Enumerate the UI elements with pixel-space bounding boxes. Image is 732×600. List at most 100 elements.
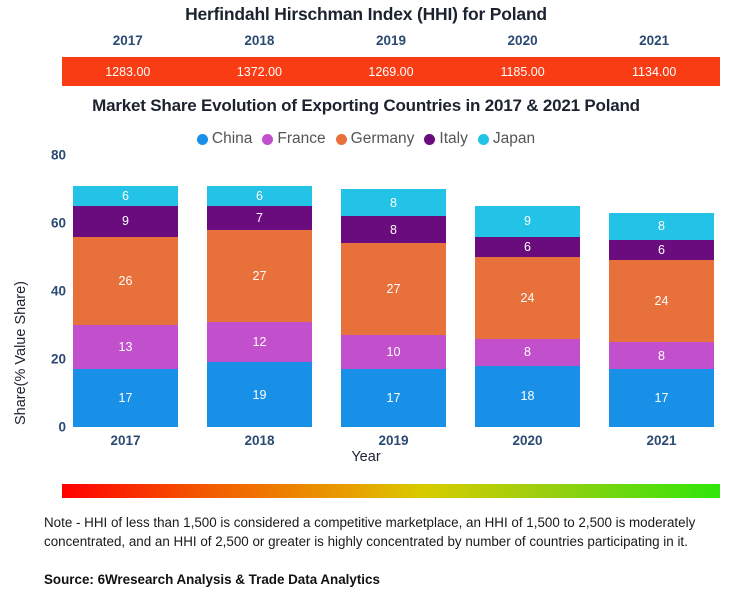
hhi-value: 1185.00 bbox=[500, 64, 545, 79]
bar-segment-japan[interactable]: 9 bbox=[475, 206, 580, 237]
y-axis-tick-label: 80 bbox=[50, 147, 66, 163]
bar-segment-japan[interactable]: 6 bbox=[73, 185, 178, 207]
bar-segment-japan[interactable]: 8 bbox=[609, 212, 714, 241]
legend-label: France bbox=[277, 130, 326, 147]
bar-segment-italy[interactable]: 7 bbox=[207, 206, 312, 230]
x-axis-title: Year bbox=[351, 449, 381, 465]
source-text: Source: 6Wresearch Analysis & Trade Data… bbox=[44, 572, 380, 587]
chart-plot-area: Share(% Value Share) 0 20 40 60 80 17 13 26 9 6 1… bbox=[0, 148, 732, 455]
hhi-value: 1372.00 bbox=[236, 64, 282, 79]
bar-column[interactable]: 18 8 24 6 9 bbox=[475, 206, 580, 427]
legend-label: Italy bbox=[439, 130, 468, 147]
bar-segment-germany[interactable]: 24 bbox=[609, 260, 714, 343]
bar-segment-value: 6 bbox=[524, 239, 531, 254]
bar-segment-germany[interactable]: 24 bbox=[475, 257, 580, 339]
bar-segment-value: 19 bbox=[252, 387, 267, 402]
y-axis-ticks: 0 20 40 60 80 bbox=[22, 148, 66, 455]
y-axis-tick-label: 20 bbox=[50, 351, 66, 367]
chart-title: Market Share Evolution of Exporting Coun… bbox=[92, 96, 640, 115]
bar-segment-value: 8 bbox=[658, 348, 665, 363]
hhi-value: 1283.00 bbox=[105, 64, 151, 79]
legend-item-italy[interactable]: Italy bbox=[424, 130, 468, 148]
bar-segment-value: 9 bbox=[122, 214, 129, 229]
x-axis-tick-label: 2019 bbox=[378, 433, 409, 448]
bar-segment-france[interactable]: 13 bbox=[73, 325, 178, 370]
bar-column[interactable]: 17 13 26 9 6 bbox=[73, 185, 178, 427]
legend-item-japan[interactable]: Japan bbox=[477, 130, 536, 148]
bar-segment-value: 9 bbox=[524, 214, 531, 229]
bar-segment-value: 17 bbox=[118, 391, 133, 406]
hhi-title: Herfindahl Hirschman Index (HHI) for Pol… bbox=[185, 4, 547, 24]
bar-segment-france[interactable]: 10 bbox=[341, 335, 446, 370]
bar-segment-value: 18 bbox=[520, 389, 535, 404]
bar-column[interactable]: 17 8 24 6 8 bbox=[609, 212, 714, 427]
legend-swatch-icon bbox=[477, 133, 489, 145]
bar-column[interactable]: 17 10 27 8 8 bbox=[341, 189, 446, 427]
hhi-value: 1134.00 bbox=[632, 64, 677, 79]
legend-label: China bbox=[211, 130, 253, 147]
bar-segment-value: 8 bbox=[390, 195, 397, 210]
footnote-text: Note - HHI of less than 1,500 is conside… bbox=[44, 515, 696, 550]
bar-segment-italy[interactable]: 8 bbox=[341, 216, 446, 244]
y-axis-tick-label: 0 bbox=[58, 419, 66, 435]
legend-label: Germany bbox=[350, 130, 415, 147]
bar-segment-value: 24 bbox=[520, 290, 535, 305]
bar-segment-france[interactable]: 8 bbox=[609, 342, 714, 370]
bar-segment-value: 8 bbox=[658, 219, 665, 234]
hhi-year-label: 2017 bbox=[112, 33, 143, 48]
bar-segment-china[interactable]: 17 bbox=[73, 369, 178, 427]
y-axis-tick-label: 60 bbox=[50, 215, 66, 231]
bar-segment-germany[interactable]: 27 bbox=[207, 229, 312, 322]
bar-segment-value: 6 bbox=[256, 188, 263, 203]
hhi-value: 1269.00 bbox=[368, 64, 414, 79]
stacked-bars: 17 13 26 9 6 19 12 27 7 6 17 10 27 8 8 18 8 24 6 9 17 8 24 6 8 bbox=[73, 155, 721, 427]
chart-legend: China France Germany Italy Japan bbox=[0, 130, 732, 148]
bar-segment-germany[interactable]: 26 bbox=[73, 236, 178, 326]
legend-label: Japan bbox=[492, 130, 536, 147]
legend-item-france[interactable]: France bbox=[262, 130, 326, 148]
x-axis-tick-label: 2021 bbox=[646, 433, 677, 448]
bar-segment-value: 10 bbox=[386, 345, 401, 360]
legend-swatch-icon bbox=[424, 133, 436, 145]
x-axis-tick-label: 2017 bbox=[110, 433, 141, 448]
bar-segment-france[interactable]: 12 bbox=[207, 321, 312, 363]
bar-segment-value: 7 bbox=[256, 210, 263, 225]
bar-segment-value: 6 bbox=[658, 243, 665, 258]
bar-segment-japan[interactable]: 6 bbox=[207, 185, 312, 207]
bar-column[interactable]: 19 12 27 7 6 bbox=[207, 185, 312, 427]
bar-segment-italy[interactable]: 6 bbox=[609, 240, 714, 261]
hhi-year-label: 2018 bbox=[244, 33, 275, 48]
bar-segment-value: 24 bbox=[654, 294, 669, 309]
hhi-year-label: 2019 bbox=[375, 33, 406, 48]
legend-swatch-icon bbox=[335, 133, 347, 145]
hhi-year-label: 2020 bbox=[507, 33, 538, 48]
x-axis-tick-label: 2018 bbox=[244, 433, 275, 448]
bar-segment-value: 27 bbox=[386, 282, 401, 297]
bar-segment-value: 17 bbox=[654, 391, 669, 406]
bar-segment-value: 8 bbox=[524, 345, 531, 360]
bar-segment-value: 27 bbox=[252, 268, 267, 283]
bar-segment-china[interactable]: 18 bbox=[475, 365, 580, 427]
bar-segment-china[interactable]: 17 bbox=[609, 369, 714, 427]
bar-segment-china[interactable]: 19 bbox=[207, 362, 312, 427]
bar-segment-value: 17 bbox=[386, 391, 401, 406]
bar-segment-japan[interactable]: 8 bbox=[341, 189, 446, 217]
bar-segment-china[interactable]: 17 bbox=[341, 369, 446, 427]
bar-segment-germany[interactable]: 27 bbox=[341, 243, 446, 336]
legend-swatch-icon bbox=[262, 133, 274, 145]
hhi-year-label: 2021 bbox=[639, 33, 670, 48]
bar-segment-value: 13 bbox=[118, 340, 133, 355]
bar-segment-value: 6 bbox=[122, 188, 129, 203]
concentration-gradient-bar bbox=[62, 484, 720, 498]
bar-segment-value: 8 bbox=[390, 222, 397, 237]
bar-segment-france[interactable]: 8 bbox=[475, 338, 580, 366]
legend-item-china[interactable]: China bbox=[196, 130, 253, 148]
bar-segment-value: 12 bbox=[252, 335, 267, 349]
bar-segment-italy[interactable]: 6 bbox=[475, 236, 580, 258]
legend-item-germany[interactable]: Germany bbox=[335, 130, 415, 148]
bar-segment-italy[interactable]: 9 bbox=[73, 206, 178, 237]
hhi-year-header-row: 2017 2018 2019 2020 2021 bbox=[62, 33, 720, 48]
bar-segment-value: 26 bbox=[118, 273, 133, 288]
legend-swatch-icon bbox=[196, 133, 208, 145]
y-axis-tick-label: 40 bbox=[50, 283, 66, 299]
